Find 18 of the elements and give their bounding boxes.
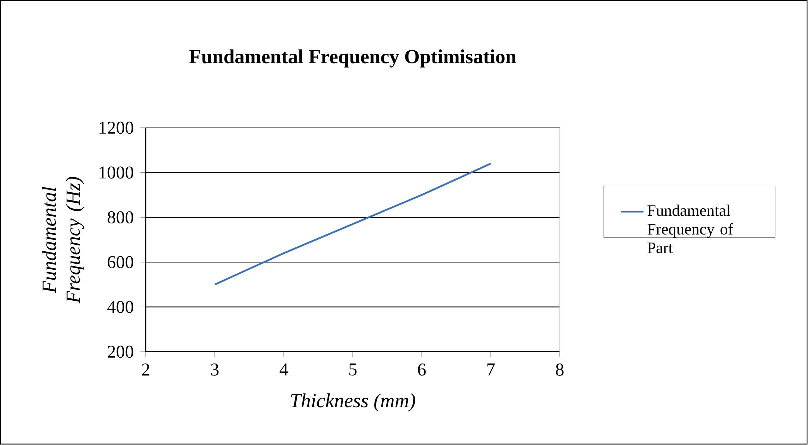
chart-title: Fundamental Frequency Optimisation	[190, 50, 516, 68]
line-series	[214, 162, 492, 286]
y-tick-label: 600	[108, 256, 134, 268]
x-tick-label: 4	[280, 364, 288, 376]
x-tick-label: 5	[350, 364, 357, 376]
y-tick-label: 1200	[100, 122, 134, 134]
x-tick-label: 7	[488, 364, 495, 376]
x-tick-label: 8	[556, 364, 564, 376]
y-tick-label: 1000	[100, 166, 134, 179]
y-axis-title: Fundamental Frequency (Hz)	[42, 177, 84, 304]
y-tick-label: 200	[108, 346, 134, 358]
x-tick-label: 2	[142, 364, 150, 376]
x-tick-label: 3	[211, 364, 219, 376]
y-tick-label: 400	[108, 301, 134, 314]
y-tick-label: 800	[108, 212, 134, 224]
x-tick-label: 6	[418, 364, 426, 376]
legend-label: Fundamental Frequency of Part	[648, 204, 734, 254]
x-axis-title: Thickness (mm)	[291, 394, 416, 412]
